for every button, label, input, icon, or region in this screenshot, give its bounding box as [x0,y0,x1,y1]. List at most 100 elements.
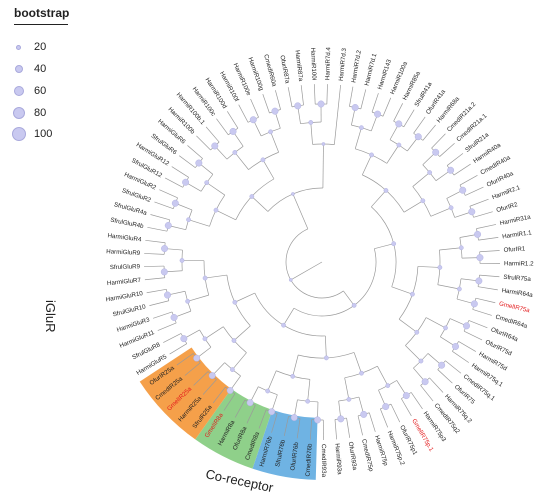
leaf-label: HarmiR7d.1 [364,52,379,86]
branch-line [176,353,194,366]
bootstrap-node [268,408,276,416]
leaf-label: HarmiGluR4 [107,232,142,243]
sector-ir8a [195,388,273,469]
branch-line [465,186,484,196]
bootstrap-node [402,392,410,400]
legend-label: 100 [34,128,53,140]
leaf-label: HarmiR7d.4 [324,46,332,80]
sector-ir25a [139,347,232,440]
leaf-label: OfurIR87a [278,55,290,85]
branch-line [425,317,446,329]
branch-line [193,371,209,386]
branch-line [153,311,173,319]
bootstrap-node [179,258,185,263]
bootstrap-node [359,370,364,376]
branch-line [393,103,403,122]
branch-line [154,201,174,210]
branch-line [445,360,462,374]
branch-line [270,131,279,153]
branch-line [405,345,422,362]
bootstrap-node [468,208,476,216]
branch-line [371,93,379,113]
bootstrap-node [195,159,203,167]
bootstrap-node [443,325,448,331]
bootstrap-node [249,194,255,199]
legend-item-100: 100 [4,125,76,145]
bootstrap-node [474,230,482,238]
bootstrap-node [418,358,424,364]
legend-label: 60 [34,85,47,97]
legend-title: bootstrap [14,6,70,20]
branch-line [354,127,362,149]
leaf-label: HarmiR64a [501,287,534,299]
bootstrap-node [437,265,443,270]
branch-line [479,274,500,278]
leaf-label: SfrulGluR2 [121,187,152,204]
bootstrap-node [395,120,403,128]
branch-line [344,377,350,400]
branch-line [349,86,354,107]
branch-line [382,97,392,117]
leaf-label: SfrulGluR4b [110,217,145,231]
branch-line [150,214,170,221]
branch-line [478,237,499,241]
leaf-label: CmedIR60a [262,54,278,88]
bootstrap-node [391,241,397,247]
leaf-label: HarmiGluR10 [105,290,144,303]
bootstrap-node [314,416,321,424]
branch-line [283,307,295,326]
branch-line [157,322,177,331]
branch-line [469,198,489,207]
branch-line [472,309,492,316]
bootstrap-node [459,186,467,194]
branch-line [431,133,446,149]
leaf-label: CmedIR64a [495,313,529,330]
branch-line [322,144,324,189]
leaf-label: SfrulGluR4a [113,201,148,217]
branch-line [334,419,337,440]
branch-line [159,189,178,199]
branch-line [403,200,424,213]
bootstrap-node [383,188,389,193]
branch-line [205,126,220,143]
branch-line [368,412,376,432]
leaf-label: OfurIR64a [490,326,520,343]
branch-line [271,413,278,433]
bootstrap-node [452,342,459,350]
bootstrap-node [447,166,455,174]
branch-line [163,333,182,343]
branch-line [184,362,201,376]
legend-item-20: 20 [4,38,76,58]
branch-line [146,288,167,294]
sector-ir76b [252,409,318,480]
branch-line [188,219,210,227]
bootstrap-node [448,205,454,211]
branch-line [149,300,169,306]
branch-line [403,109,415,128]
leaf-label: CmedIR76b [305,443,314,477]
legend-divider [14,24,68,25]
leaf-label: HarmiR87a [293,50,304,82]
legend-item-80: 80 [4,104,76,124]
leaf-label: OfurIR40a [486,170,515,189]
branch-line [251,196,269,212]
bootstrap-node [268,129,273,135]
leaf-label: OfurIR1 [503,245,526,253]
branch-line [476,224,497,229]
branch-line [234,399,246,418]
branch-arc [293,248,377,317]
branch-line [202,379,217,395]
bootstrap-node [171,199,179,207]
branch-line [422,124,436,141]
branch-line [391,286,413,295]
leaf-label: OfurIR93a [347,441,358,471]
bootstrap-node [475,277,483,285]
bootstrap-node [202,275,208,281]
bootstrap-node [186,217,191,223]
bootstrap-node [290,414,298,421]
branch-line [357,415,363,436]
bootstrap-node [410,291,415,297]
branch-line [262,94,270,114]
leaf-label: HarmiR1.1 [502,229,533,240]
